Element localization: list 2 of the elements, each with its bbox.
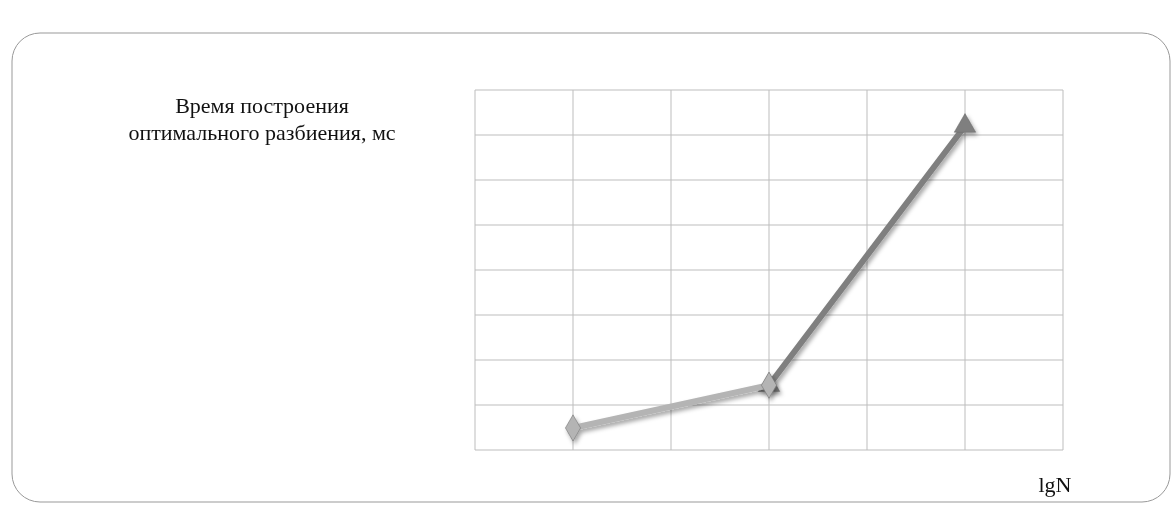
x-axis-title: lgN [1038,472,1072,497]
text: Время построения оптимального разбиения, мс [128,93,396,145]
